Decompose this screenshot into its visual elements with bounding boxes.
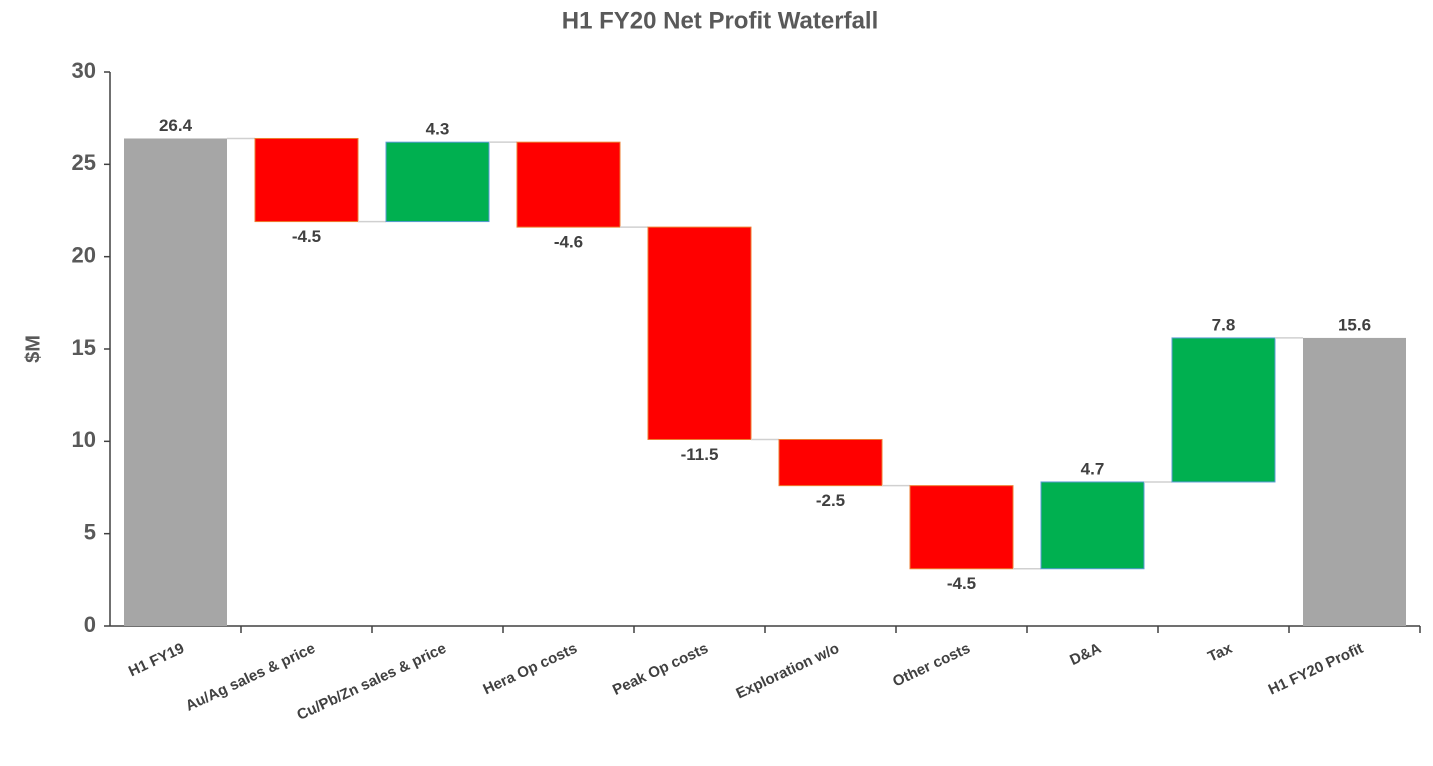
bar [909, 485, 1014, 570]
bar [778, 438, 883, 487]
bar [1171, 337, 1276, 483]
x-tick-label: H1 FY19 [126, 640, 187, 680]
bar [647, 226, 752, 440]
y-tick-label: 30 [72, 58, 96, 83]
x-tick-label: Au/Ag sales & price [183, 640, 318, 715]
y-tick-label: 15 [72, 335, 96, 360]
bar [254, 137, 359, 223]
value-label: -11.5 [681, 445, 719, 464]
x-tick-label: Hera Op costs [480, 640, 579, 698]
value-label: 7.8 [1212, 315, 1236, 334]
bar [516, 141, 621, 228]
bar [385, 141, 490, 223]
x-tick-label: Tax [1205, 640, 1235, 666]
x-tick-label: D&A [1067, 640, 1104, 669]
value-label: -4.5 [292, 227, 321, 246]
y-axis-label: $M [22, 335, 44, 363]
chart-title: H1 FY20 Net Profit Waterfall [562, 7, 879, 34]
y-tick-label: 0 [84, 612, 96, 637]
value-label: -4.6 [554, 233, 583, 252]
bar [1040, 481, 1145, 570]
value-label: 4.7 [1081, 459, 1105, 478]
value-label: -2.5 [816, 491, 845, 510]
value-label: 4.3 [426, 120, 450, 139]
x-tick-label: H1 FY20 Profit [1266, 640, 1366, 699]
value-label: 26.4 [159, 116, 193, 135]
value-label: -4.5 [947, 574, 976, 593]
y-tick-label: 10 [72, 427, 96, 452]
x-tick-label: Peak Op costs [610, 640, 711, 699]
y-tick-label: 5 [84, 519, 96, 544]
x-tick-label: Exploration w/o [733, 640, 841, 703]
bar [1303, 337, 1406, 626]
x-tick-label: Cu/Pb/Zn sales & price [294, 640, 449, 724]
y-tick-label: 25 [72, 150, 96, 175]
y-tick-label: 20 [72, 242, 96, 267]
value-label: 15.6 [1338, 315, 1371, 334]
bar [124, 138, 227, 627]
x-tick-label: Other costs [890, 640, 973, 691]
